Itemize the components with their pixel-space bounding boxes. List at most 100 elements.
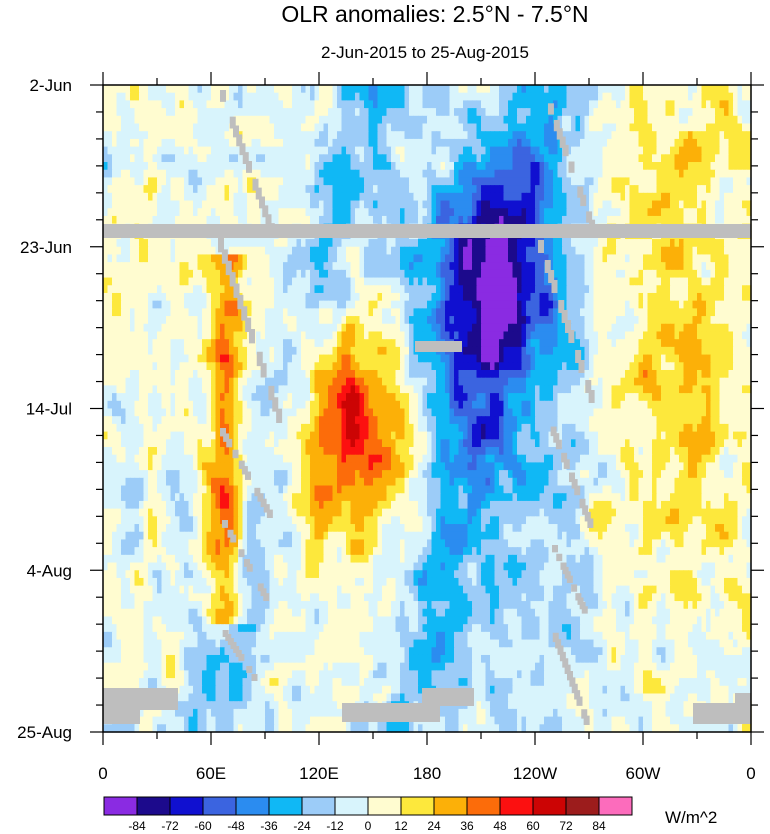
heatmap-cell [602, 192, 608, 202]
heatmap-cell [301, 262, 307, 271]
heatmap-cell [539, 131, 545, 140]
heatmap-cell [359, 331, 365, 340]
heatmap-cell [413, 85, 419, 94]
heatmap-cell [427, 254, 433, 263]
heatmap-cell [445, 285, 451, 294]
heatmap-cell [566, 215, 572, 225]
heatmap-cell [481, 138, 487, 148]
heatmap-cell [107, 254, 113, 263]
heatmap-cell [323, 115, 329, 125]
heatmap-cell [242, 162, 248, 171]
heatmap-cell [481, 185, 487, 194]
heatmap-cell [472, 215, 478, 225]
heatmap-cell [278, 215, 284, 225]
heatmap-cell [346, 200, 352, 209]
heatmap-cell [355, 131, 361, 140]
heatmap-cell [652, 85, 658, 94]
heatmap-cell [314, 308, 320, 317]
heatmap-cell [431, 331, 437, 340]
heatmap-cell [211, 123, 217, 132]
heatmap-cell [166, 177, 172, 186]
heatmap-cell [400, 285, 406, 294]
heatmap-cell [373, 177, 379, 186]
heatmap-cell [242, 208, 248, 217]
heatmap-cell [458, 316, 464, 325]
heatmap-cell [692, 254, 698, 263]
heatmap-cell [292, 100, 298, 109]
heatmap-cell [256, 300, 262, 309]
heatmap-cell [269, 239, 275, 248]
heatmap-cell [184, 92, 190, 101]
heatmap-cell [553, 192, 559, 202]
heatmap-cell [224, 92, 230, 101]
heatmap-cell [539, 331, 545, 340]
heatmap-cell [431, 269, 437, 279]
heatmap-cell [625, 177, 631, 186]
heatmap-cell [175, 200, 181, 209]
heatmap-cell [737, 200, 743, 209]
heatmap-cell [719, 100, 725, 109]
heatmap-cell [440, 100, 446, 109]
heatmap-cell [269, 346, 275, 356]
heatmap-cell [476, 177, 482, 186]
heatmap-cell [112, 185, 118, 194]
heatmap-cell [670, 131, 676, 140]
heatmap-cell [323, 339, 329, 348]
heatmap-cell [634, 316, 640, 325]
heatmap-cell [211, 277, 217, 286]
heatmap-cell [134, 162, 140, 171]
heatmap-cell [391, 285, 397, 294]
heatmap-cell [737, 300, 743, 309]
heatmap-cell [485, 269, 491, 279]
heatmap-cell [508, 177, 514, 186]
heatmap-cell [215, 154, 221, 163]
heatmap-cell [382, 277, 388, 286]
heatmap-cell [341, 308, 347, 317]
heatmap-cell [184, 292, 190, 302]
heatmap-cell [463, 300, 469, 309]
heatmap-cell [337, 316, 343, 325]
heatmap-cell [206, 115, 212, 125]
heatmap-cell [328, 254, 334, 263]
heatmap-cell [728, 285, 734, 294]
heatmap-cell [242, 108, 248, 117]
heatmap-cell [494, 115, 500, 125]
heatmap-cell [148, 331, 154, 340]
heatmap-cell [746, 123, 752, 132]
heatmap-cell [256, 346, 262, 356]
heatmap-cell [458, 154, 464, 163]
heatmap-cell [670, 277, 676, 286]
heatmap-cell [319, 254, 325, 263]
heatmap-cell [332, 308, 338, 317]
heatmap-cell [607, 169, 613, 179]
heatmap-cell [220, 277, 226, 286]
heatmap-cell [161, 200, 167, 209]
heatmap-cell [296, 185, 302, 194]
heatmap-cell [152, 115, 158, 125]
heatmap-cell [220, 269, 226, 279]
heatmap-cell [634, 285, 640, 294]
heatmap-cell [413, 146, 419, 155]
heatmap-cell [557, 177, 563, 186]
heatmap-cell [233, 262, 239, 271]
heatmap-cell [112, 131, 118, 140]
heatmap-cell [116, 100, 122, 109]
heatmap-cell [656, 138, 662, 148]
heatmap-cell [292, 269, 298, 279]
heatmap-cell [598, 215, 604, 225]
heatmap-cell [490, 262, 496, 271]
heatmap-cell [598, 185, 604, 194]
heatmap-cell [247, 292, 253, 302]
heatmap-cell [728, 262, 734, 271]
heatmap-cell [638, 285, 644, 294]
heatmap-cell [130, 115, 136, 125]
heatmap-cell [562, 323, 568, 333]
heatmap-cell [652, 262, 658, 271]
heatmap-cell [404, 100, 410, 109]
heatmap-cell [409, 92, 415, 101]
heatmap-cell [238, 246, 244, 256]
heatmap-cell [589, 169, 595, 179]
heatmap-cell [395, 138, 401, 148]
heatmap-cell [719, 300, 725, 309]
heatmap-cell [638, 123, 644, 132]
